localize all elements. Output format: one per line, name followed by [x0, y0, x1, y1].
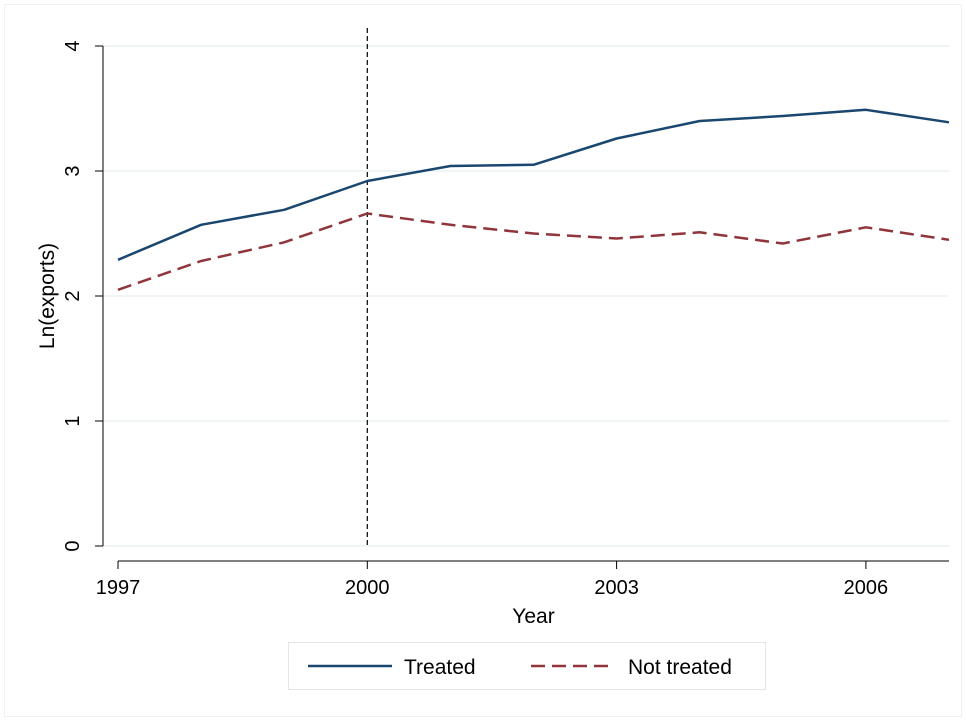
x-tick-label-2003: 2003 — [594, 577, 639, 599]
x-axis-title: Year — [512, 605, 554, 628]
y-tick-label-0: 0 — [62, 540, 84, 551]
series-lines — [117, 28, 950, 546]
legend-label-not-treated: Not treated — [628, 656, 732, 679]
legend-label-treated: Treated — [404, 656, 476, 679]
y-tick-label-4: 4 — [62, 40, 84, 51]
figure-border — [4, 4, 962, 717]
axes: 0 1 2 3 4 1997 2000 2003 2006 — [62, 40, 949, 599]
series-line-treated — [117, 108, 950, 261]
y-tick-label-3: 3 — [62, 165, 84, 176]
gridlines — [103, 45, 949, 547]
legend: Treated Not treated — [288, 642, 766, 690]
x-tick-label-2000: 2000 — [345, 577, 390, 599]
y-axis-title: Ln(exports) — [36, 243, 59, 349]
legend-box — [288, 642, 766, 690]
y-tick-label-1: 1 — [62, 415, 84, 426]
x-tick-label-1997: 1997 — [96, 577, 141, 599]
y-tick-label-2: 2 — [62, 290, 84, 301]
series-line-not-treated — [117, 212, 950, 291]
x-tick-label-2006: 2006 — [844, 577, 889, 599]
